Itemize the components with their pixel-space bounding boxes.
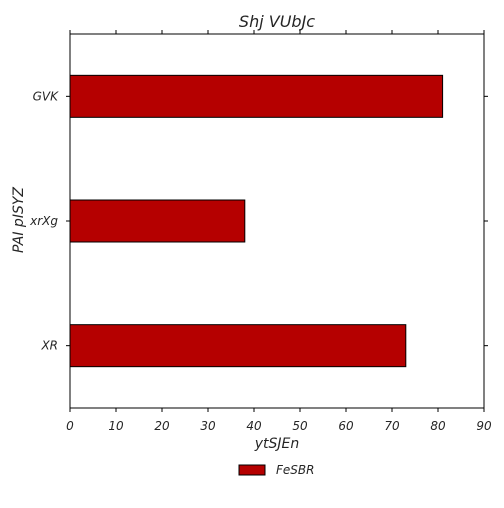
x-tick-label: 20 [154, 419, 170, 433]
x-tick-label: 90 [476, 419, 492, 433]
bar-GVK [69, 74, 444, 118]
x-tick-label: 10 [108, 419, 124, 433]
x-tick-label: 0 [66, 419, 74, 433]
chart-title: Shj VUbJc [239, 12, 315, 31]
ticks-layer: GVK xrXg XR 0 10 20 30 40 50 60 70 80 90 [29, 30, 492, 433]
y-tick-label: XR [40, 339, 58, 353]
x-tick-label: 40 [246, 419, 262, 433]
bar-xrXg [69, 199, 246, 243]
y-tick-label: GVK [33, 89, 60, 103]
legend: FeSBR [238, 463, 314, 477]
x-tick-label: 80 [430, 419, 446, 433]
x-tick-label: 30 [200, 419, 216, 433]
y-axis-label: PAI pISYZ [11, 187, 27, 253]
bars-layer [69, 74, 444, 368]
bar-XR [69, 324, 407, 368]
plot-area-frame [69, 33, 485, 409]
x-tick-label: 70 [384, 419, 400, 433]
legend-label: FeSBR [276, 463, 314, 477]
x-axis-label: ytSJEn [254, 436, 300, 452]
legend-swatch [238, 464, 266, 476]
x-tick-label: 60 [338, 419, 354, 433]
y-tick-label: xrXg [29, 214, 58, 228]
x-tick-label: 50 [292, 419, 308, 433]
